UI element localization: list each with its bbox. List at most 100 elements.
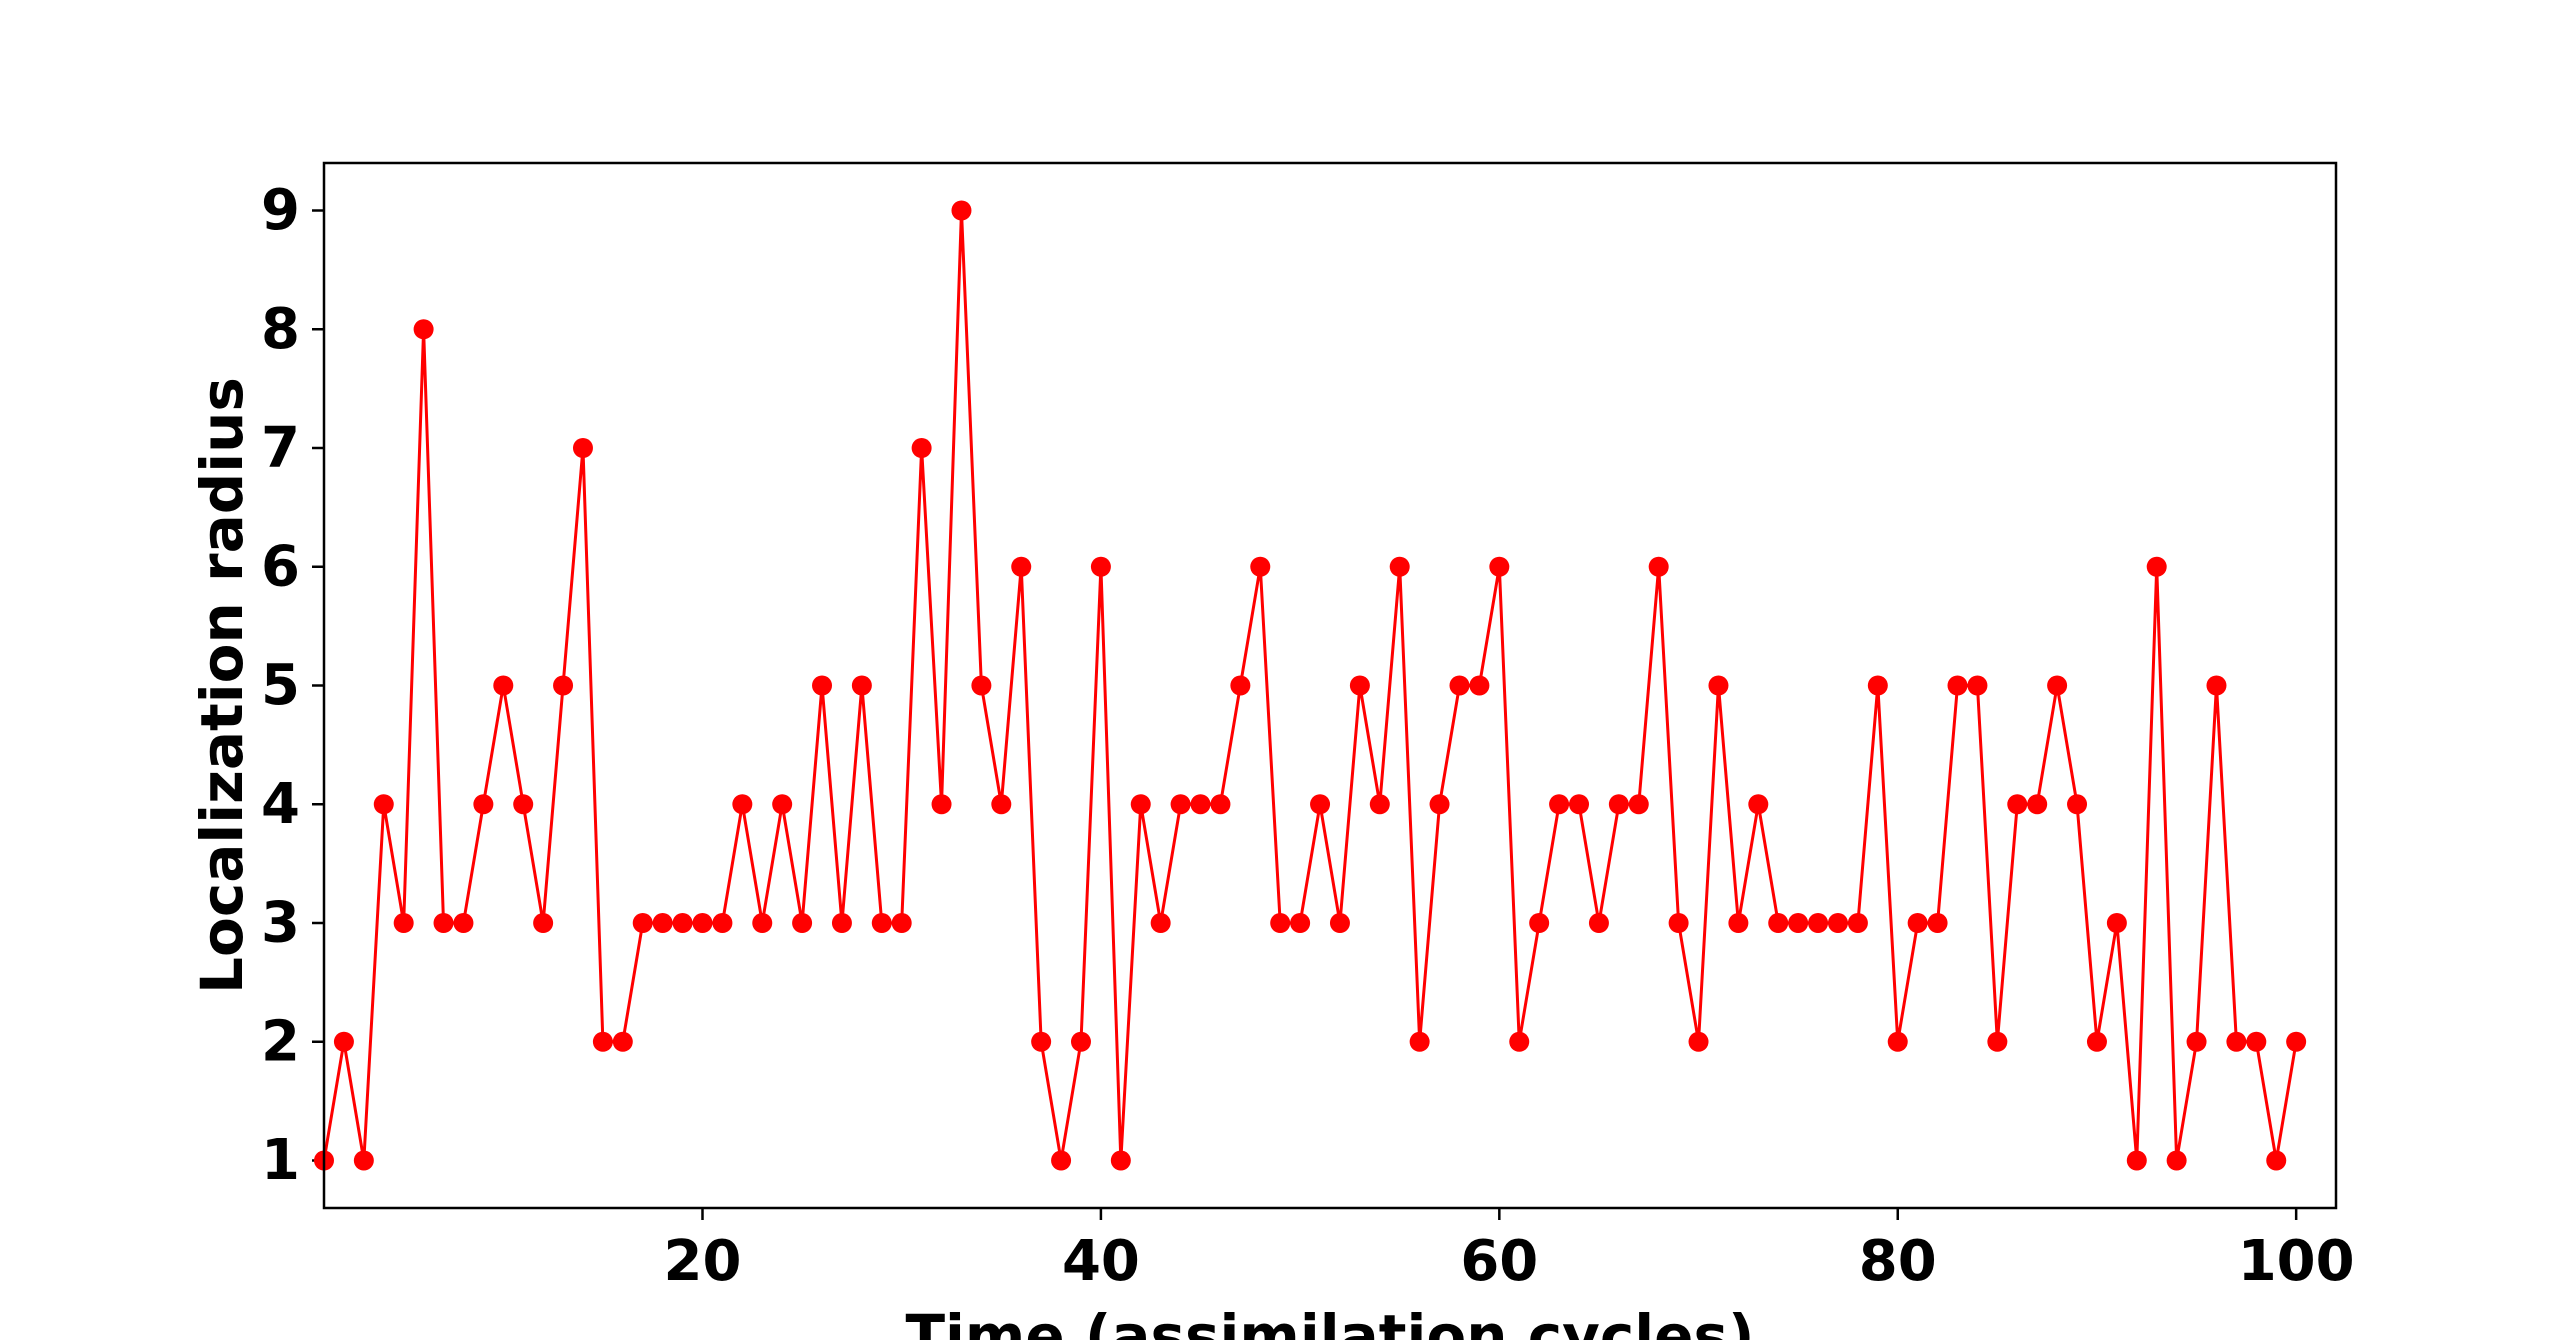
data-point xyxy=(1210,794,1231,815)
data-point xyxy=(2226,1031,2247,1052)
data-point xyxy=(453,913,474,933)
data-point xyxy=(2067,794,2088,815)
data-point xyxy=(1270,913,1291,933)
data-point xyxy=(572,438,593,458)
data-point xyxy=(1549,794,1570,815)
data-point xyxy=(1051,1150,1072,1171)
data-point xyxy=(513,794,534,815)
data-point xyxy=(353,1150,374,1171)
y-tick-label: 1 xyxy=(261,1128,300,1193)
data-point xyxy=(1847,913,1868,933)
y-axis-label: Localization radius xyxy=(188,377,256,994)
data-point xyxy=(1369,794,1390,815)
data-point xyxy=(931,794,952,815)
data-point xyxy=(951,200,972,221)
data-point xyxy=(672,913,693,933)
data-point xyxy=(1110,1150,1131,1171)
data-point xyxy=(1967,675,1988,696)
data-point xyxy=(1349,675,1370,696)
data-point xyxy=(1489,556,1510,577)
y-tick-label: 4 xyxy=(261,772,300,837)
data-point xyxy=(2186,1031,2207,1052)
data-point xyxy=(1409,1031,1430,1052)
data-point xyxy=(2047,675,2068,696)
data-point xyxy=(592,1031,613,1052)
data-point xyxy=(1827,913,1848,933)
data-point xyxy=(1429,794,1450,815)
data-point xyxy=(2126,1150,2147,1171)
data-point xyxy=(1130,794,1151,815)
data-point xyxy=(831,913,852,933)
data-point xyxy=(1608,794,1629,815)
x-axis-label: Time (assimilation cycles) xyxy=(905,1302,1754,1340)
y-tick-label: 6 xyxy=(261,534,300,599)
data-point xyxy=(2166,1150,2187,1171)
data-point xyxy=(1668,913,1689,933)
data-point xyxy=(1031,1031,1052,1052)
data-point xyxy=(1310,794,1331,815)
x-tick-label: 40 xyxy=(1062,1229,1140,1294)
data-point xyxy=(1708,675,1729,696)
data-point xyxy=(393,913,414,933)
data-point xyxy=(911,438,932,458)
data-point xyxy=(732,794,753,815)
data-point xyxy=(752,913,773,933)
data-point xyxy=(1648,556,1669,577)
data-point xyxy=(652,913,673,933)
data-point xyxy=(1927,913,1948,933)
data-point xyxy=(1987,1031,2008,1052)
data-point xyxy=(2027,794,2048,815)
data-point xyxy=(792,913,813,933)
data-point xyxy=(1748,794,1769,815)
y-tick-label: 7 xyxy=(261,416,300,481)
data-point xyxy=(1808,913,1829,933)
data-point xyxy=(1011,556,1032,577)
series-markers xyxy=(314,200,2307,1171)
data-point xyxy=(1150,913,1171,933)
data-point xyxy=(1529,913,1550,933)
data-point xyxy=(1907,913,1928,933)
data-point xyxy=(772,794,793,815)
data-point xyxy=(433,913,454,933)
data-point xyxy=(1469,675,1490,696)
data-point xyxy=(2286,1031,2307,1052)
data-point xyxy=(473,794,494,815)
data-point xyxy=(1170,794,1191,815)
data-point xyxy=(2086,1031,2107,1052)
x-tick-label: 100 xyxy=(2238,1229,2355,1294)
data-point xyxy=(493,675,514,696)
data-point xyxy=(991,794,1012,815)
data-point xyxy=(2146,556,2167,577)
data-point xyxy=(692,913,713,933)
data-point xyxy=(333,1031,354,1052)
data-point xyxy=(812,675,833,696)
y-tick-label: 2 xyxy=(261,1009,300,1074)
data-point xyxy=(373,794,394,815)
data-point xyxy=(1569,794,1590,815)
data-point xyxy=(1728,913,1749,933)
y-tick-label: 3 xyxy=(261,891,300,956)
data-point xyxy=(871,913,892,933)
data-point xyxy=(1867,675,1888,696)
data-point xyxy=(891,913,912,933)
data-point xyxy=(1449,675,1470,696)
data-point xyxy=(1588,913,1609,933)
data-point xyxy=(1688,1031,1709,1052)
data-point xyxy=(851,675,872,696)
y-tick-label: 5 xyxy=(261,653,300,718)
data-point xyxy=(2206,675,2227,696)
x-tick-label: 80 xyxy=(1859,1229,1937,1294)
data-point xyxy=(712,913,733,933)
data-point xyxy=(632,913,653,933)
data-point xyxy=(612,1031,633,1052)
data-point xyxy=(1329,913,1350,933)
data-point xyxy=(2266,1150,2287,1171)
data-point xyxy=(1090,556,1111,577)
data-point xyxy=(2246,1031,2267,1052)
data-point xyxy=(1788,913,1809,933)
data-point xyxy=(533,913,554,933)
data-point xyxy=(1628,794,1649,815)
x-axis-ticks: 20 40 60 80 100 xyxy=(664,1208,2355,1294)
